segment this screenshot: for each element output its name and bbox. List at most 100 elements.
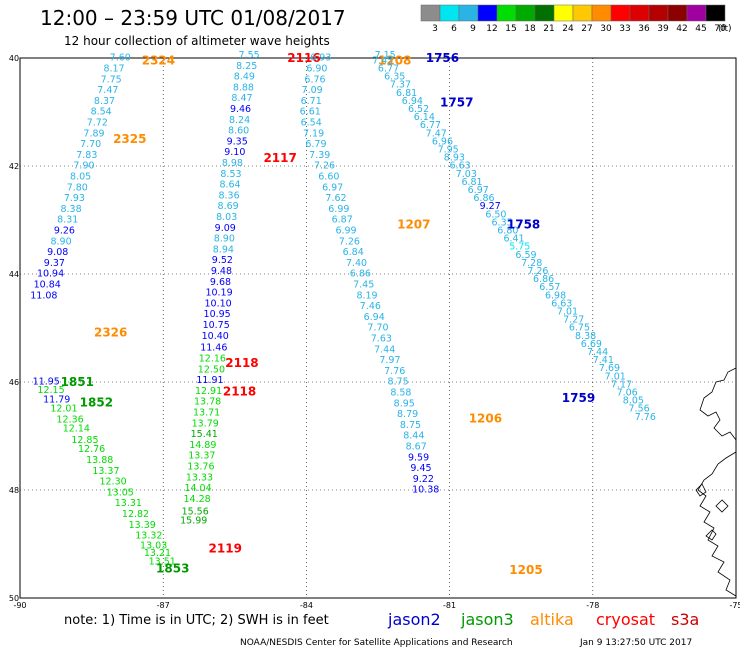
swh-value: 7.17 xyxy=(611,379,632,390)
swh-value: 7.28 xyxy=(521,258,542,269)
swh-value: 8.19 xyxy=(356,290,377,301)
swh-value: 15.56 xyxy=(182,506,209,517)
satellite-s3a: s3a xyxy=(671,610,699,629)
coastline-segment xyxy=(699,367,737,441)
swh-value: 7.39 xyxy=(309,150,330,161)
swh-value: 14.04 xyxy=(184,483,211,494)
swh-value: 10.40 xyxy=(202,331,229,342)
swh-value: 6.54 xyxy=(301,118,322,129)
legend-swatch xyxy=(553,4,574,22)
swh-value: 7.63 xyxy=(371,334,392,345)
legend-swatch xyxy=(420,4,441,22)
swh-value: 11.91 xyxy=(196,375,223,386)
swh-value: 8.31 xyxy=(57,215,78,226)
swh-value: 6.75 xyxy=(569,323,590,334)
pass-time-label: 2325 xyxy=(113,132,146,146)
swh-value: 8.37 xyxy=(94,96,115,107)
lon-label: -75 xyxy=(729,601,740,610)
legend-swatch xyxy=(667,4,688,22)
swh-value: 11.46 xyxy=(200,343,227,354)
coastline-segment xyxy=(715,499,729,513)
swh-value: 6.61 xyxy=(300,107,321,118)
swh-value: 13.51 xyxy=(149,557,176,568)
pass-time-label: 1853 xyxy=(156,561,189,575)
swh-value: 8.44 xyxy=(403,431,424,442)
legend-swatch xyxy=(515,4,536,22)
swh-value: 6.77 xyxy=(420,120,441,131)
swh-value: 6.35 xyxy=(492,217,513,228)
legend-swatch xyxy=(572,4,593,22)
swh-value: 8.24 xyxy=(229,115,250,126)
swh-value: 7.46 xyxy=(360,301,381,312)
pass-time-label: 2119 xyxy=(209,541,242,555)
swh-value: 14.89 xyxy=(189,440,216,451)
swh-value: 7.41 xyxy=(593,355,614,366)
swh-value: 10.84 xyxy=(34,280,61,291)
pass-time-label: 1852 xyxy=(80,396,113,410)
swh-value: 8.95 xyxy=(394,398,415,409)
swh-value: 6.14 xyxy=(414,112,435,123)
legend-label: 3 xyxy=(432,24,438,34)
satellite-cryosat: cryosat xyxy=(596,610,655,629)
swh-value: 8.38 xyxy=(575,331,596,342)
swh-value: 7.76 xyxy=(635,412,656,423)
lon-label: -90 xyxy=(13,601,26,610)
swh-value: 6.63 xyxy=(551,298,572,309)
legend-label: 30 xyxy=(600,24,612,34)
swh-value: 8.54 xyxy=(91,107,112,118)
swh-value: 8.58 xyxy=(390,388,411,399)
swh-value: 5.75 xyxy=(509,242,530,253)
swh-value: 8.03 xyxy=(216,212,237,223)
swh-value: 11.08 xyxy=(30,290,57,301)
swh-value: 8.98 xyxy=(222,158,243,169)
swh-value: 6.84 xyxy=(343,247,364,258)
legend-swatch xyxy=(496,4,517,22)
swh-value: 7.40 xyxy=(346,258,367,269)
swh-value: 7.44 xyxy=(587,347,608,358)
track-t1208: 6.936.906.767.096.716.616.547.196.797.39… xyxy=(300,53,543,577)
track-t2116: 7.558.258.498.888.479.468.248.609.359.10… xyxy=(180,50,321,555)
swh-value: 9.52 xyxy=(212,255,233,266)
swh-value: 6.97 xyxy=(322,182,343,193)
swh-value: 7.01 xyxy=(605,371,626,382)
swh-value: 7.44 xyxy=(374,344,395,355)
legend-label: 15 xyxy=(505,24,516,34)
track-t2324: 7.608.177.757.478.378.547.727.897.707.83… xyxy=(30,53,175,340)
swh-value: 11.79 xyxy=(43,395,70,406)
swh-value: 12.76 xyxy=(78,444,105,455)
swh-value: 8.05 xyxy=(70,172,91,183)
color-scale-legend: 3 6 9 12 15 18 21 24 27 30 33 36 39 42 45 70 xyxy=(420,4,726,34)
swh-value: 9.26 xyxy=(54,226,75,237)
swh-value: 6.87 xyxy=(332,215,353,226)
swh-value: 7.26 xyxy=(339,236,360,247)
swh-value: 8.05 xyxy=(623,396,644,407)
satellite-jason2: jason2 xyxy=(387,610,441,629)
legend-swatch xyxy=(686,4,707,22)
swh-value: 9.27 xyxy=(480,201,501,212)
swh-value: 7.80 xyxy=(67,182,88,193)
swh-value: 7.37 xyxy=(390,80,411,91)
swh-value: 7.72 xyxy=(87,118,108,129)
swh-value: 14.28 xyxy=(183,494,210,505)
legend-label: 36 xyxy=(638,24,650,34)
pass-time-label: 1207 xyxy=(397,217,430,231)
swh-value: 8.38 xyxy=(60,204,81,215)
swh-value: 7.15 xyxy=(375,50,396,61)
swh-value: 7.09 xyxy=(302,85,323,96)
swh-value: 6.69 xyxy=(581,339,602,350)
swh-value: 12.85 xyxy=(71,435,98,446)
swh-value: 7.62 xyxy=(325,193,346,204)
swh-value: 6.97 xyxy=(468,185,489,196)
swh-value: 7.47 xyxy=(97,85,118,96)
swh-value: 8.67 xyxy=(406,442,427,453)
lon-label: -78 xyxy=(586,601,599,610)
swh-value: 6.59 xyxy=(515,250,536,261)
satellite-altika: altika xyxy=(530,610,574,629)
swh-value: 9.68 xyxy=(210,277,231,288)
swh-value: 7.89 xyxy=(83,128,104,139)
lat-label: 48 xyxy=(9,486,19,495)
swh-value: 8.94 xyxy=(213,244,234,255)
swh-value: 9.10 xyxy=(224,147,245,158)
swh-value: 7.47 xyxy=(426,128,447,139)
